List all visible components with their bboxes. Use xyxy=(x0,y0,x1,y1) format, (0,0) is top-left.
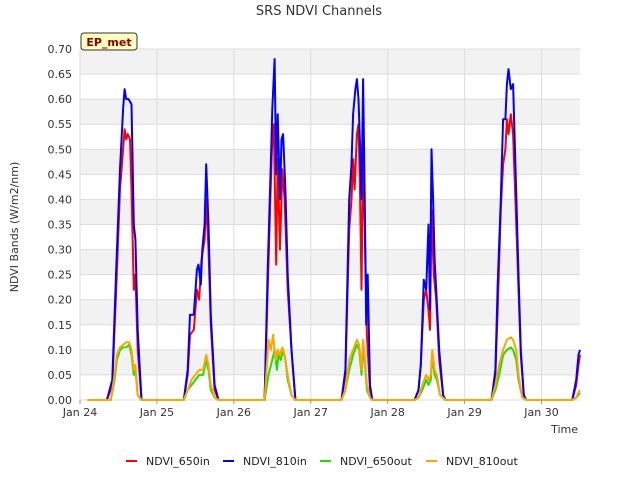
y-tick-label: 0.40 xyxy=(48,193,73,206)
y-tick-label: 0.55 xyxy=(48,118,73,131)
y-tick-label: 0.00 xyxy=(48,394,73,407)
series-layer xyxy=(87,58,581,401)
legend-label: NDVI_650out xyxy=(340,455,412,468)
y-tick-label: 0.70 xyxy=(48,43,73,56)
x-tick-label: Jan 24 xyxy=(62,406,97,419)
legend: NDVI_650in NDVI_810in NDVI_650out NDVI_810o… xyxy=(126,455,518,468)
y-tick-label: 0.20 xyxy=(48,294,73,307)
badge-box xyxy=(80,32,138,51)
legend-label: NDVI_810in xyxy=(243,455,307,468)
grid-band xyxy=(80,74,580,100)
series-line-ndvi-810out xyxy=(87,333,581,401)
x-tick-label: Jan 28 xyxy=(369,406,404,419)
grid-band xyxy=(80,124,580,150)
x-axis-title: Time xyxy=(550,423,578,436)
legend-label: NDVI_650in xyxy=(146,455,210,468)
y-tick-label: 0.35 xyxy=(48,219,73,232)
chart-title: SRS NDVI Channels xyxy=(256,4,382,19)
grid-band xyxy=(80,374,580,400)
x-tick-label: Jan 30 xyxy=(523,406,558,419)
y-axis-ticks: 0.00 0.05 0.10 0.15 0.20 0.25 0.30 0.35 0.40 0.45… xyxy=(48,43,73,407)
x-tick-label: Jan 25 xyxy=(139,406,174,419)
grid-band xyxy=(80,274,580,300)
ep-met-badge: EP_met xyxy=(80,32,138,51)
x-axis-ticks: Jan 24 Jan 25 Jan 26 Jan 27 Jan 28 Jan 29 Jan … xyxy=(62,400,559,419)
x-tick-label: Jan 29 xyxy=(446,406,481,419)
y-tick-label: 0.25 xyxy=(48,269,73,282)
y-tick-label: 0.10 xyxy=(48,344,73,357)
y-tick-label: 0.15 xyxy=(48,319,73,332)
grid-band xyxy=(80,99,580,125)
grid-band xyxy=(80,199,580,225)
grid-band xyxy=(80,224,580,250)
y-tick-label: 0.50 xyxy=(48,143,73,156)
grid-band xyxy=(80,49,580,75)
y-tick-label: 0.65 xyxy=(48,68,73,81)
grid-band xyxy=(80,149,580,175)
y-tick-label: 0.30 xyxy=(48,244,73,257)
y-tick-label: 0.60 xyxy=(48,93,73,106)
grid-band xyxy=(80,174,580,200)
x-tick-label: Jan 26 xyxy=(216,406,251,419)
badge-label: EP_met xyxy=(86,36,131,49)
series-line-ndvi-810in xyxy=(87,58,581,401)
grid-band xyxy=(80,249,580,275)
x-tick-label: Jan 27 xyxy=(293,406,328,419)
legend-label: NDVI_810out xyxy=(446,455,518,468)
y-tick-label: 0.45 xyxy=(48,168,73,181)
y-tick-label: 0.05 xyxy=(48,369,73,382)
grid-band xyxy=(80,299,580,325)
y-axis-title: NDVI Bands (W/m2/nm) xyxy=(8,162,21,293)
